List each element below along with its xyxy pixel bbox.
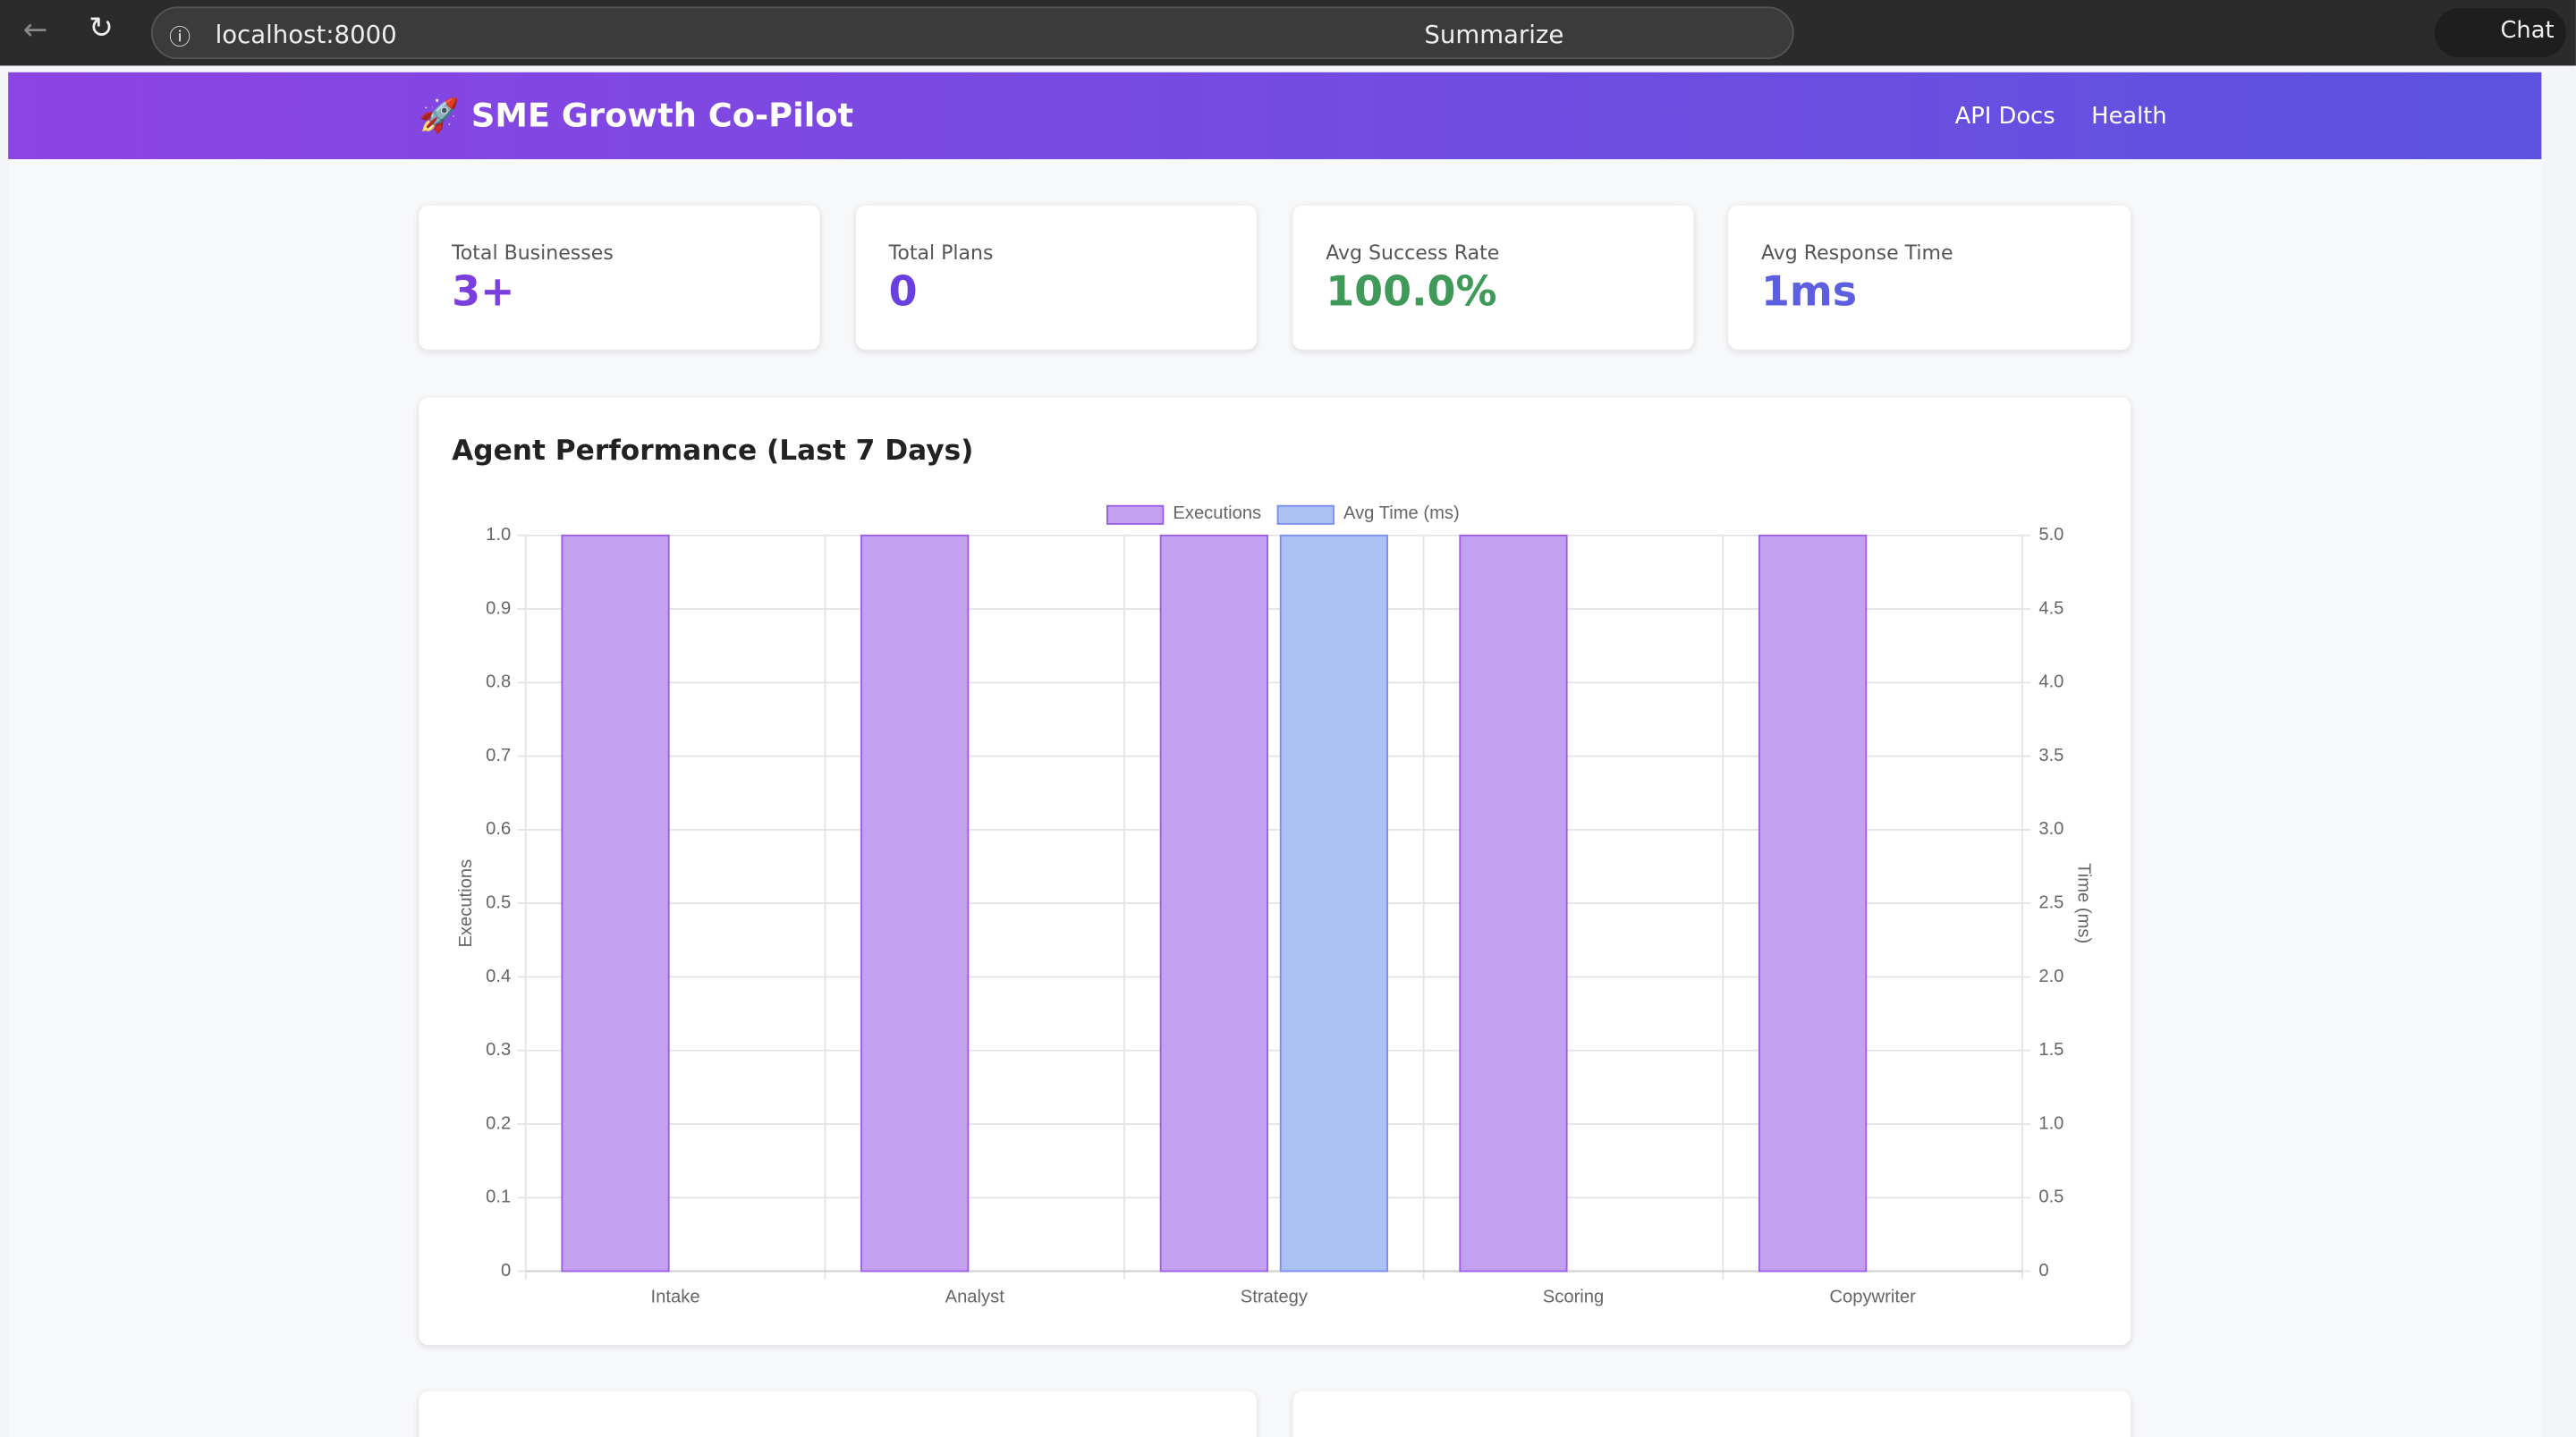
x-tick-label: Intake bbox=[651, 1287, 700, 1306]
chat-label: Chat bbox=[2500, 18, 2555, 45]
info-icon: ⓘ bbox=[169, 26, 191, 51]
y2-tick-label: 2.0 bbox=[2038, 967, 2063, 986]
stat-value: 1ms bbox=[1760, 267, 1858, 316]
y2-axis-label: Time (ms) bbox=[2074, 863, 2094, 943]
app-title: 🚀 SME Growth Co-Pilot bbox=[419, 96, 853, 135]
chat-button[interactable]: Chat bbox=[2434, 8, 2566, 58]
nav-link[interactable]: Health bbox=[2091, 103, 2167, 131]
x-tick-label: Copywriter bbox=[1829, 1287, 1916, 1306]
legend-label: Avg Time (ms) bbox=[1343, 503, 1460, 523]
y-tick-label: 0.7 bbox=[486, 746, 511, 765]
y2-tick-label: 4.5 bbox=[2038, 598, 2063, 618]
x-tick-label: Strategy bbox=[1241, 1287, 1309, 1306]
stat-label: Avg Success Rate bbox=[1326, 241, 1500, 265]
legend-label: Executions bbox=[1173, 503, 1261, 523]
y-tick-label: 0.8 bbox=[486, 672, 511, 692]
y-tick-label: 0 bbox=[501, 1261, 511, 1281]
logo-icon: 🚀 bbox=[419, 95, 461, 135]
chart-title: Agent Performance (Last 7 Days) bbox=[452, 435, 973, 467]
y-tick-label: 0.2 bbox=[486, 1113, 511, 1133]
nav-link[interactable]: API Docs bbox=[1954, 103, 2055, 131]
panel-card bbox=[1292, 1391, 2131, 1437]
bar bbox=[860, 534, 970, 1272]
y-tick-label: 1.0 bbox=[486, 525, 511, 545]
y-axis-label: Executions bbox=[456, 859, 476, 948]
y-tick-label: 0.4 bbox=[486, 967, 511, 986]
content: Total Businesses 3+ Total Plans 0 Avg Su… bbox=[8, 159, 2542, 1437]
y2-tick-label: 5.0 bbox=[2038, 525, 2063, 545]
stat-card: Total Plans 0 bbox=[855, 205, 1258, 351]
chart-card: Agent Performance (Last 7 Days) 0 0.1 0.2 0… bbox=[419, 397, 2131, 1346]
address-bar[interactable]: ⓘ localhost:8000 Summarize bbox=[150, 6, 1794, 60]
y2-tick-label: 0.5 bbox=[2038, 1188, 2063, 1207]
url-text: localhost:8000 bbox=[215, 20, 397, 50]
y2-tick-label: 1.0 bbox=[2038, 1113, 2063, 1133]
stat-label: Total Businesses bbox=[452, 241, 614, 265]
y2-tick-label: 2.5 bbox=[2038, 893, 2063, 913]
stat-value: 0 bbox=[888, 267, 918, 316]
stat-card: Avg Success Rate 100.0% bbox=[1292, 205, 1694, 351]
stat-label: Total Plans bbox=[888, 241, 994, 265]
legend-swatch bbox=[1276, 504, 1335, 525]
panel-card bbox=[419, 1391, 1258, 1437]
stat-card: Avg Response Time 1ms bbox=[1728, 205, 2131, 351]
y-tick-label: 0.9 bbox=[486, 598, 511, 618]
stat-value: 100.0% bbox=[1326, 267, 1497, 316]
bar bbox=[1159, 534, 1268, 1272]
y2-tick-label: 4.0 bbox=[2038, 672, 2063, 692]
y2-tick-label: 3.0 bbox=[2038, 819, 2063, 839]
browser-bar: ← ↻ ⓘ localhost:8000 Summarize Chat bbox=[0, 0, 2576, 66]
legend-swatch bbox=[1106, 504, 1165, 525]
bar bbox=[1459, 534, 1568, 1272]
y-tick-label: 0.1 bbox=[486, 1188, 511, 1207]
stat-label: Avg Response Time bbox=[1760, 241, 1953, 265]
x-tick-label: Analyst bbox=[945, 1287, 1005, 1306]
summarize-button[interactable]: Summarize bbox=[1424, 20, 1564, 50]
stat-value: 3+ bbox=[452, 267, 515, 316]
y2-tick-label: 3.5 bbox=[2038, 746, 2063, 765]
chart: Agent Performance (Last 7 Days) 0 0.1 0.2 0… bbox=[452, 435, 2094, 1306]
bar bbox=[1279, 534, 1389, 1272]
bar bbox=[1758, 534, 1868, 1272]
y-tick-label: 0.3 bbox=[486, 1040, 511, 1060]
y-tick-label: 0.6 bbox=[486, 819, 511, 839]
title-text: SME Growth Co-Pilot bbox=[470, 95, 854, 135]
app-header: 🚀 SME Growth Co-Pilot API Docs Health bbox=[8, 72, 2542, 160]
y2-tick-label: 0 bbox=[2038, 1261, 2048, 1281]
y2-tick-label: 1.5 bbox=[2038, 1040, 2063, 1060]
reload-button[interactable]: ↻ bbox=[89, 11, 114, 46]
y-tick-label: 0.5 bbox=[486, 893, 511, 913]
stat-card: Total Businesses 3+ bbox=[419, 205, 820, 351]
bar bbox=[561, 534, 670, 1272]
back-button[interactable]: ← bbox=[22, 13, 48, 48]
x-tick-label: Scoring bbox=[1543, 1287, 1604, 1306]
